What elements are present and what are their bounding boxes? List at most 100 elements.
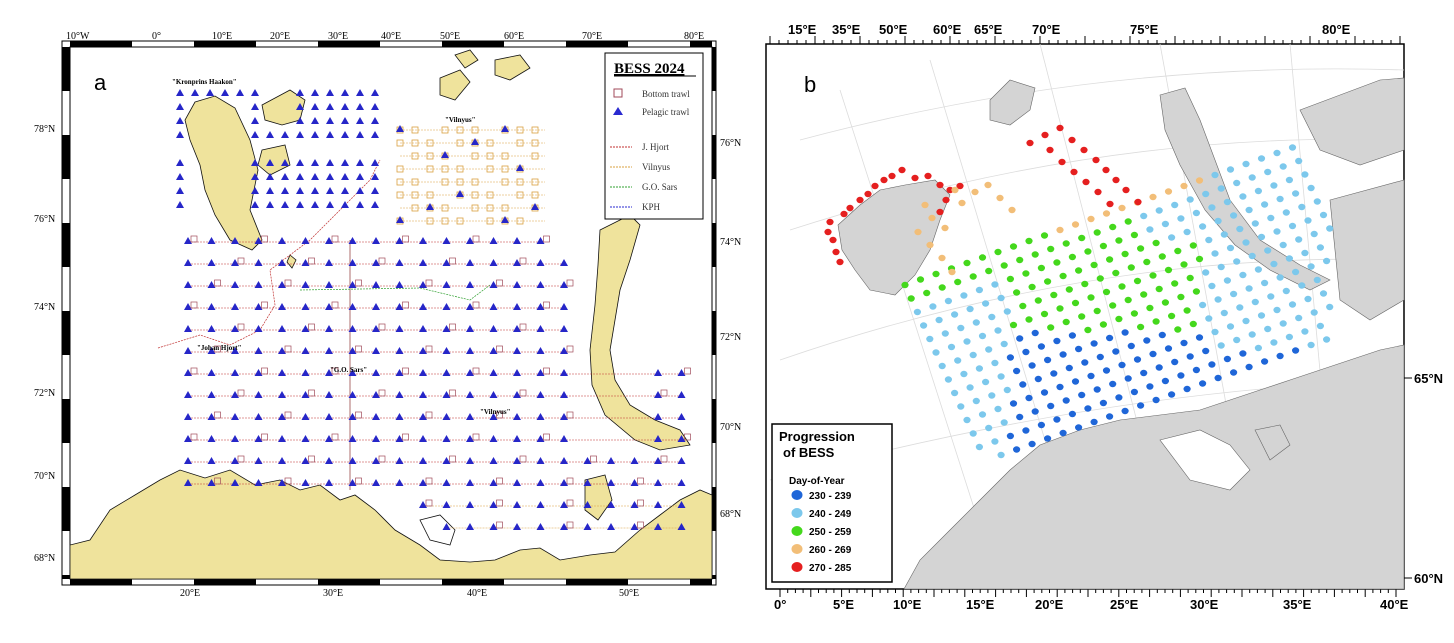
survey-station-dot xyxy=(963,259,971,267)
survey-station-dot xyxy=(985,267,993,275)
survey-station-dot xyxy=(1183,385,1191,393)
pelagic-trawl-station xyxy=(677,435,686,442)
pelagic-trawl-station xyxy=(654,479,662,486)
survey-station-dot xyxy=(1192,366,1200,374)
survey-station-dot xyxy=(1149,193,1157,201)
b-top-tick: 75°E xyxy=(1130,22,1159,37)
survey-station-dot xyxy=(1099,321,1107,328)
franz-josef-land-b xyxy=(989,79,1036,126)
pelagic-trawl-station xyxy=(395,281,404,288)
survey-station-dot xyxy=(1134,198,1142,206)
pelagic-trawl-station xyxy=(395,237,404,244)
survey-station-dot xyxy=(1251,220,1259,227)
bottom-trawl-station xyxy=(660,455,668,463)
pelagic-trawl-station xyxy=(466,413,474,420)
bottom-trawl-station xyxy=(456,178,464,186)
survey-station-dot xyxy=(946,186,954,194)
bottom-trawl-station xyxy=(378,257,386,265)
pelagic-trawl-station xyxy=(184,347,192,354)
pelagic-trawl-station xyxy=(442,501,451,508)
pelagic-trawl-station xyxy=(372,281,380,288)
pelagic-trawl-station xyxy=(513,413,521,420)
panel-a-left-ticks: 78°N 76°N 74°N 72°N 70°N 68°N xyxy=(34,124,55,564)
pelagic-trawl-station xyxy=(466,325,474,332)
b-top-tick: 65°E xyxy=(974,22,1003,37)
survey-station-dot xyxy=(1158,253,1166,260)
pelagic-trawl-station xyxy=(278,259,286,266)
legend-a-item: J. Hjort xyxy=(642,142,669,152)
survey-station-dot xyxy=(1285,176,1293,184)
bottom-trawl-station xyxy=(519,455,527,463)
pelagic-trawl-station xyxy=(471,138,479,145)
survey-station-dot xyxy=(1056,305,1064,312)
pelagic-trawl-station xyxy=(254,479,263,486)
survey-station-dot xyxy=(1056,226,1064,234)
survey-station-dot xyxy=(1233,179,1241,187)
survey-station-dot xyxy=(1009,243,1018,250)
bottom-trawl-station xyxy=(441,178,449,186)
survey-station-dot xyxy=(966,384,974,391)
survey-station-dot xyxy=(1096,275,1104,282)
survey-station-dot xyxy=(836,258,844,266)
a-left-tick: 78°N xyxy=(34,124,55,135)
survey-station-dot xyxy=(1208,204,1216,211)
bottom-trawl-station xyxy=(425,411,433,419)
pelagic-trawl-station xyxy=(254,303,263,310)
pelagic-trawl-station xyxy=(442,413,451,420)
b-top-tick: 70°E xyxy=(1032,22,1061,37)
bottom-trawl-station xyxy=(402,301,409,309)
survey-station-dot xyxy=(1161,377,1169,385)
survey-station-dot xyxy=(1070,168,1078,176)
survey-station-dot xyxy=(1257,312,1266,319)
survey-station-dot xyxy=(1310,230,1318,238)
b-bottom-tick: 20°E xyxy=(1035,597,1064,612)
white-sea-land xyxy=(419,514,456,546)
survey-station-dot xyxy=(1109,302,1117,309)
survey-station-dot xyxy=(1037,343,1045,350)
a-left-tick: 72°N xyxy=(34,388,55,399)
pelagic-trawl-station xyxy=(281,201,289,208)
bottom-trawl-station xyxy=(486,152,494,160)
survey-station-dot xyxy=(978,332,987,340)
pelagic-trawl-station xyxy=(419,479,427,486)
pelagic-trawl-station xyxy=(513,457,521,464)
survey-station-dot xyxy=(1115,394,1123,401)
survey-station-dot xyxy=(951,186,959,194)
survey-station-dot xyxy=(1081,359,1089,366)
survey-station-dot xyxy=(1137,245,1145,252)
survey-station-dot xyxy=(1301,328,1309,335)
survey-station-dot xyxy=(1295,236,1303,243)
pelagic-trawl-station xyxy=(301,347,310,354)
pelagic-trawl-station xyxy=(278,281,286,288)
pelagic-trawl-station xyxy=(442,435,451,442)
survey-station-dot xyxy=(936,208,944,216)
pelagic-trawl-station xyxy=(442,281,451,288)
survey-station-dot xyxy=(975,443,984,451)
survey-station-dot xyxy=(1230,212,1238,219)
pelagic-trawl-station xyxy=(560,435,568,442)
legend-b-items: 230 - 239 240 - 249 250 - 259 260 - 269 270 … xyxy=(791,490,852,574)
bottom-trawl-station xyxy=(531,191,539,199)
pelagic-trawl-station xyxy=(325,303,333,310)
survey-station-dot xyxy=(956,182,964,190)
bottom-trawl-station xyxy=(496,477,503,485)
bottom-trawl-station xyxy=(441,204,449,212)
pelagic-trawl-station xyxy=(372,369,380,376)
survey-station-dot xyxy=(1183,307,1191,314)
survey-station-dot xyxy=(829,236,837,244)
b-bottom-tick: 35°E xyxy=(1283,597,1312,612)
survey-station-dot xyxy=(1130,310,1138,317)
pelagic-trawl-station xyxy=(466,259,474,266)
survey-station-dot xyxy=(1177,293,1185,301)
survey-station-dot xyxy=(1112,269,1120,277)
pelagic-trawl-station xyxy=(371,131,379,138)
survey-station-dot xyxy=(898,166,906,174)
panel-b-top-tick-marks xyxy=(769,36,1401,44)
survey-station-dot xyxy=(1239,193,1247,200)
survey-station-dot xyxy=(1245,285,1253,292)
survey-station-dot xyxy=(936,181,944,189)
survey-station-dot xyxy=(1264,168,1272,176)
pelagic-trawl-station xyxy=(326,159,334,166)
pelagic-trawl-station xyxy=(356,187,364,194)
survey-station-dot xyxy=(1044,435,1052,442)
